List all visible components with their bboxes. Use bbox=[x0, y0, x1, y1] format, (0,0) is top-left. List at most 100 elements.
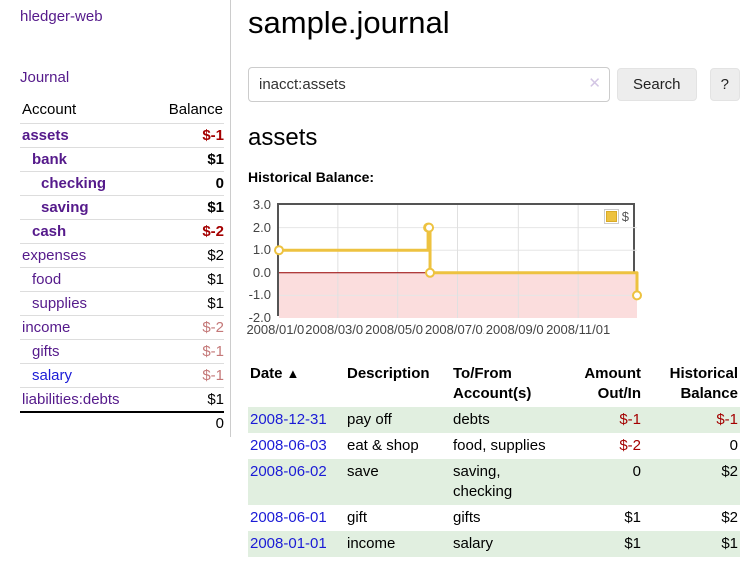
chart-y-axis: 3.0 2.0 1.0 0.0 -1.0 -2.0 bbox=[248, 198, 275, 328]
register-col-date-label: Date bbox=[250, 365, 283, 382]
account-link-liabilities-debts[interactable]: liabilities:debts bbox=[22, 391, 120, 408]
transaction-description: pay off bbox=[347, 411, 392, 428]
account-balance: $-2 bbox=[149, 219, 224, 244]
account-link-supplies[interactable]: supplies bbox=[32, 295, 88, 312]
register-col-balance-line2: Balance bbox=[680, 385, 738, 402]
transaction-row: 2008-06-01 gift gifts $1 $2 bbox=[248, 505, 740, 531]
clear-search-icon[interactable]: ✕ bbox=[588, 75, 601, 92]
account-row: saving $1 bbox=[20, 195, 224, 220]
transaction-description: eat & shop bbox=[347, 437, 419, 454]
transaction-date-link[interactable]: 2008-06-02 bbox=[250, 463, 327, 480]
y-tick-label: -2.0 bbox=[248, 310, 271, 325]
transaction-accounts: saving, checking bbox=[453, 463, 513, 500]
accounts-total-value: 0 bbox=[149, 411, 224, 434]
account-balance: $1 bbox=[149, 267, 224, 292]
account-heading: assets bbox=[248, 124, 318, 151]
transaction-balance: $2 bbox=[721, 509, 738, 526]
search-button[interactable]: Search bbox=[617, 68, 697, 101]
account-link-cash[interactable]: cash bbox=[32, 223, 67, 240]
chart-title: Historical Balance: bbox=[248, 169, 375, 185]
register-col-balance-line1: Historical bbox=[669, 365, 738, 382]
register-col-date[interactable]: Date ▲ bbox=[248, 361, 345, 407]
search-form: ✕ Search ? bbox=[248, 67, 740, 102]
transaction-row: 2008-01-01 income salary $1 $1 bbox=[248, 531, 740, 557]
register-col-balance: Historical Balance bbox=[643, 361, 740, 407]
y-tick-label: -1.0 bbox=[248, 287, 271, 303]
transaction-balance: 0 bbox=[729, 437, 738, 454]
main-content: sample.journal ✕ Search ? assets Histori… bbox=[232, 0, 742, 582]
transaction-balance: $-1 bbox=[716, 411, 738, 428]
y-tick-label: 2.0 bbox=[252, 219, 271, 235]
x-tick-label: 2008/09/01 bbox=[484, 322, 553, 337]
register-col-accounts: To/From Account(s) bbox=[451, 361, 563, 407]
accounts-col-balance: Balance bbox=[168, 101, 223, 118]
x-tick-label: 2008/07/01 bbox=[423, 322, 492, 337]
account-row: supplies $1 bbox=[20, 291, 224, 316]
accounts-col-account: Account bbox=[22, 101, 77, 118]
transaction-accounts: food, supplies bbox=[453, 437, 546, 454]
transaction-date-link[interactable]: 2008-06-03 bbox=[250, 437, 327, 454]
account-link-gifts[interactable]: gifts bbox=[32, 343, 60, 360]
account-row: cash $-2 bbox=[20, 219, 224, 244]
transaction-accounts: gifts bbox=[453, 509, 481, 526]
historical-balance-chart: 3.0 2.0 1.0 0.0 -1.0 -2.0 $ 2008/01/01 2008/03… bbox=[245, 198, 728, 343]
accounts-total-spacer bbox=[20, 411, 150, 434]
transaction-amount: $1 bbox=[624, 535, 641, 552]
transaction-date-link[interactable]: 2008-06-01 bbox=[250, 509, 327, 526]
account-row: assets $-1 bbox=[20, 123, 224, 148]
chart-legend: $ bbox=[602, 208, 630, 225]
account-row: bank $1 bbox=[20, 147, 224, 172]
app-brand-link[interactable]: hledger-web bbox=[20, 8, 103, 25]
legend-label: $ bbox=[621, 209, 629, 224]
account-link-assets[interactable]: assets bbox=[22, 127, 69, 144]
transaction-balance: $2 bbox=[721, 463, 738, 480]
register-col-amount: Amount Out/In bbox=[563, 361, 643, 407]
accounts-table: Account Balance assets $-1 bank $1 check… bbox=[20, 98, 224, 434]
account-balance: $-1 bbox=[149, 363, 224, 388]
account-link-bank[interactable]: bank bbox=[32, 151, 68, 168]
account-balance: $-1 bbox=[149, 339, 224, 364]
search-input[interactable] bbox=[248, 67, 610, 102]
account-link-saving[interactable]: saving bbox=[41, 199, 89, 216]
account-row: checking 0 bbox=[20, 171, 224, 196]
sort-ascending-icon: ▲ bbox=[286, 366, 300, 381]
register-col-amount-line1: Amount bbox=[584, 365, 641, 382]
transaction-accounts: debts bbox=[453, 411, 490, 428]
y-tick-label: 3.0 bbox=[252, 197, 271, 212]
transaction-amount: 0 bbox=[632, 463, 641, 480]
page-title: sample.journal bbox=[248, 5, 450, 40]
account-link-food[interactable]: food bbox=[32, 271, 62, 288]
sidebar: hledger-web Journal Account Balance asse… bbox=[0, 0, 231, 437]
account-link-income[interactable]: income bbox=[22, 319, 71, 336]
transaction-row: 2008-06-03 eat & shop food, supplies $-2… bbox=[248, 433, 740, 459]
account-link-expenses[interactable]: expenses bbox=[22, 247, 87, 264]
transaction-amount: $-1 bbox=[619, 411, 641, 428]
transaction-description: save bbox=[347, 463, 379, 480]
y-tick-label: 0.0 bbox=[252, 264, 271, 280]
register-table: Date ▲ Description To/From Account(s) Amo… bbox=[248, 361, 740, 557]
transaction-date-link[interactable]: 2008-12-31 bbox=[250, 411, 327, 428]
account-balance: $-2 bbox=[149, 315, 224, 340]
account-row: gifts $-1 bbox=[20, 339, 224, 364]
transaction-date-link[interactable]: 2008-01-01 bbox=[250, 535, 327, 552]
transaction-row: 2008-06-02 save saving, checking 0 $2 bbox=[248, 459, 740, 505]
chart-plot-area[interactable]: $ bbox=[274, 203, 642, 318]
sidebar-item-journal[interactable]: Journal bbox=[20, 69, 70, 86]
account-row: expenses $2 bbox=[20, 243, 224, 268]
legend-color-swatch bbox=[603, 209, 619, 224]
accounts-total-row: 0 bbox=[20, 411, 224, 434]
account-row: food $1 bbox=[20, 267, 224, 292]
transaction-balance: $1 bbox=[721, 535, 738, 552]
help-button[interactable]: ? bbox=[709, 68, 740, 101]
transaction-row: 2008-12-31 pay off debts $-1 $-1 bbox=[248, 407, 740, 433]
account-link-salary[interactable]: salary bbox=[32, 367, 73, 384]
register-col-accounts-line2: Account(s) bbox=[453, 385, 532, 402]
account-balance: $1 bbox=[149, 195, 224, 220]
account-balance: $1 bbox=[149, 147, 224, 172]
account-link-checking[interactable]: checking bbox=[41, 175, 107, 192]
register-col-amount-line2: Out/In bbox=[597, 385, 641, 402]
account-balance: $-1 bbox=[149, 123, 224, 148]
register-header-row: Date ▲ Description To/From Account(s) Amo… bbox=[248, 361, 740, 407]
account-row: income $-2 bbox=[20, 315, 224, 340]
account-balance: 0 bbox=[149, 171, 224, 196]
